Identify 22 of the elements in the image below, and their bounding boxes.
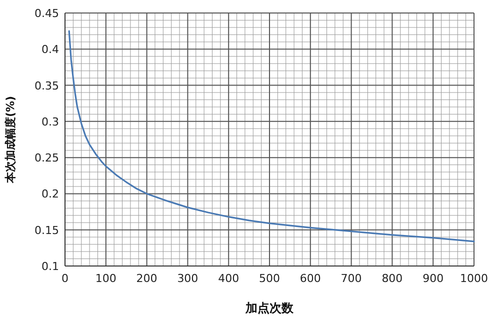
y-axis-title: 本次加成幅度(%) bbox=[4, 96, 17, 184]
y-tick-label: 0.35 bbox=[34, 79, 59, 92]
y-tick-label: 0.3 bbox=[42, 115, 59, 128]
y-tick-label: 0.1 bbox=[42, 260, 59, 273]
x-tick-label: 900 bbox=[422, 272, 444, 285]
x-tick-label: 200 bbox=[136, 272, 158, 285]
y-tick-label: 0.15 bbox=[34, 224, 59, 237]
x-tick-label: 600 bbox=[300, 272, 321, 285]
x-tick-label: 300 bbox=[177, 272, 198, 285]
x-tick-label: 700 bbox=[340, 272, 362, 285]
y-tick-label: 0.45 bbox=[34, 7, 59, 20]
x-tick-label: 400 bbox=[218, 272, 240, 285]
x-tick-label: 0 bbox=[62, 272, 68, 285]
y-tick-label: 0.25 bbox=[34, 152, 59, 165]
x-axis-title: 加点次数 bbox=[244, 301, 294, 315]
y-tick-label: 0.4 bbox=[42, 43, 59, 56]
y-tick-label: 0.2 bbox=[42, 188, 59, 201]
line-series bbox=[68, 30, 475, 242]
x-tick-label: 100 bbox=[95, 272, 116, 285]
x-tick-label: 500 bbox=[259, 272, 280, 285]
x-tick-label: 800 bbox=[382, 272, 403, 285]
x-tick-label: 1000 bbox=[460, 272, 488, 285]
